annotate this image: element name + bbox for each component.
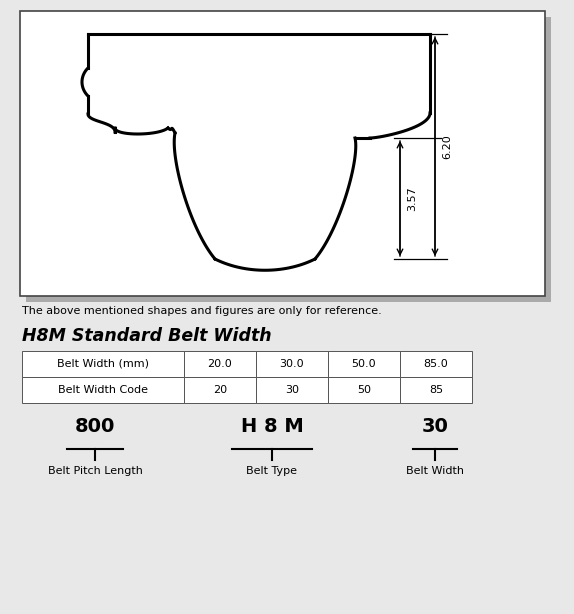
Bar xyxy=(328,351,400,377)
Text: 20: 20 xyxy=(213,385,227,395)
Bar xyxy=(184,377,256,403)
Bar xyxy=(20,11,545,296)
Text: 3.57: 3.57 xyxy=(407,186,417,211)
Bar xyxy=(328,377,400,403)
Text: 20.0: 20.0 xyxy=(208,359,232,369)
Text: Belt Pitch Length: Belt Pitch Length xyxy=(48,466,142,476)
Text: 6.20: 6.20 xyxy=(442,134,452,159)
Text: 30: 30 xyxy=(421,417,448,436)
Bar xyxy=(22,351,184,377)
Text: 85: 85 xyxy=(429,385,443,395)
Text: Belt Type: Belt Type xyxy=(246,466,297,476)
Bar xyxy=(22,377,184,403)
Text: H 8 M: H 8 M xyxy=(241,417,304,436)
Text: 50: 50 xyxy=(357,385,371,395)
Bar xyxy=(256,377,328,403)
Text: Belt Width: Belt Width xyxy=(406,466,464,476)
Bar xyxy=(26,17,551,302)
Bar xyxy=(400,351,472,377)
Text: The above mentioned shapes and figures are only for reference.: The above mentioned shapes and figures a… xyxy=(22,306,382,316)
Bar xyxy=(400,377,472,403)
Text: 30.0: 30.0 xyxy=(280,359,304,369)
Text: 85.0: 85.0 xyxy=(424,359,448,369)
Bar xyxy=(256,351,328,377)
Text: 800: 800 xyxy=(75,417,115,436)
Text: Belt Width Code: Belt Width Code xyxy=(58,385,148,395)
Text: Belt Width (mm): Belt Width (mm) xyxy=(57,359,149,369)
Text: 50.0: 50.0 xyxy=(352,359,377,369)
Text: 30: 30 xyxy=(285,385,299,395)
Text: H8M Standard Belt Width: H8M Standard Belt Width xyxy=(22,327,272,345)
Bar xyxy=(184,351,256,377)
